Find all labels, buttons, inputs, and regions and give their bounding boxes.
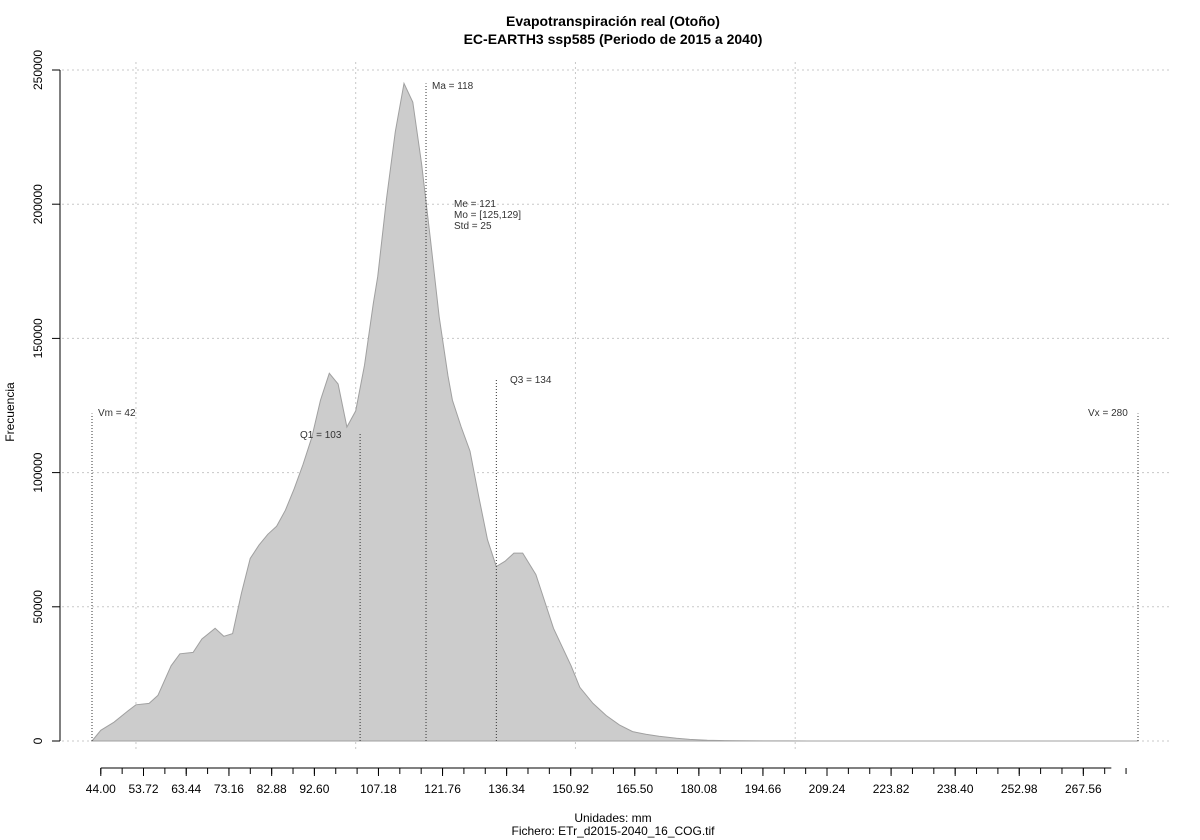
annotation-mo: Mo = [125,129] — [454, 210, 521, 221]
annotation-vm: Vm = 42 — [98, 408, 136, 419]
annotation-me: Me = 121 — [454, 199, 496, 210]
x-tick-label-1: 53.72 — [128, 782, 158, 796]
annotation-vx: Vx = 280 — [1088, 408, 1128, 419]
annotation-q1: Q1 = 103 — [300, 430, 342, 441]
x-tick-label-15: 238.40 — [937, 782, 974, 796]
y-tick-label-5: 250000 — [31, 50, 45, 90]
x-tick-label-4: 82.88 — [257, 782, 287, 796]
chart-title: Evapotranspiración real (Otoño) — [506, 13, 720, 29]
x-tick-label-14: 223.82 — [873, 782, 910, 796]
y-axis: 0 50000 100000 150000 200000 250000 — [31, 50, 61, 744]
y-axis-label: Frecuencia — [3, 382, 17, 442]
y-tick-label-0: 0 — [31, 737, 45, 744]
x-tick-label-9: 150.92 — [552, 782, 589, 796]
y-tick-label-4: 200000 — [31, 184, 45, 224]
x-axis-label: Unidades: mm — [574, 811, 651, 825]
x-tick-label-12: 194.66 — [745, 782, 782, 796]
y-tick-label-2: 100000 — [31, 452, 45, 492]
x-tick-label-8: 136.34 — [488, 782, 525, 796]
x-tick-label-13: 209.24 — [809, 782, 846, 796]
x-tick-label-2: 63.44 — [171, 782, 201, 796]
x-tick-label-16: 252.98 — [1001, 782, 1038, 796]
statistic-lines — [91, 83, 1139, 741]
x-tick-label-17: 267.56 — [1065, 782, 1102, 796]
x-tick-label-10: 165.50 — [616, 782, 653, 796]
annotation-q3: Q3 = 134 — [510, 375, 552, 386]
x-tick-label-11: 180.08 — [681, 782, 718, 796]
y-tick-label-3: 150000 — [31, 318, 45, 358]
annotation-ma: Ma = 118 — [432, 81, 474, 92]
x-tick-label-0: 44.00 — [86, 782, 116, 796]
x-tick-label-7: 121.76 — [424, 782, 461, 796]
x-tick-label-6: 107.18 — [360, 782, 397, 796]
y-tick-label-1: 50000 — [31, 590, 45, 624]
x-tick-label-5: 92.60 — [299, 782, 329, 796]
frequency-area — [90, 81, 1138, 742]
annotation-std: Std = 25 — [454, 221, 492, 232]
file-caption: Fichero: ETr_d2015-2040_16_COG.tif — [512, 824, 716, 838]
x-tick-label-3: 73.16 — [214, 782, 244, 796]
chart-subtitle: EC-EARTH3 ssp585 (Periodo de 2015 a 2040… — [464, 31, 763, 47]
x-axis: 44.00 53.72 63.44 73.16 82.88 92.60 107.18 121.… — [86, 767, 1127, 796]
